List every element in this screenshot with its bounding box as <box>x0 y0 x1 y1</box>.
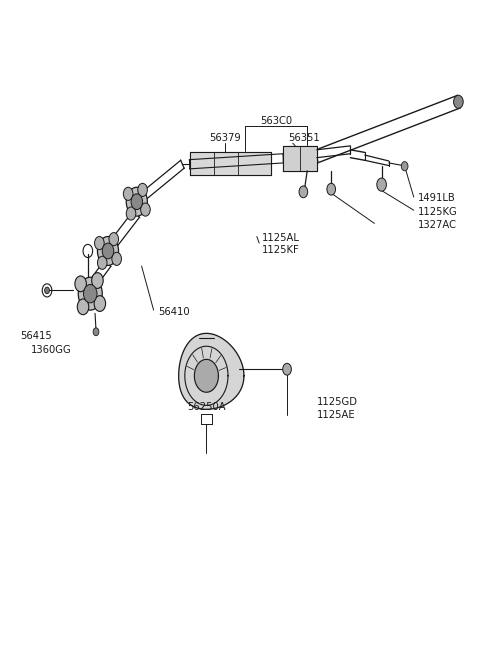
Circle shape <box>97 256 107 269</box>
Circle shape <box>141 203 150 216</box>
Circle shape <box>93 328 99 336</box>
Circle shape <box>92 273 103 288</box>
Circle shape <box>283 363 291 375</box>
Text: 1327AC: 1327AC <box>418 219 456 230</box>
Text: 56351: 56351 <box>288 133 320 143</box>
Text: 1360GG: 1360GG <box>31 344 72 355</box>
Text: 1125KF: 1125KF <box>262 244 300 255</box>
Polygon shape <box>194 359 218 392</box>
Text: 56415: 56415 <box>20 331 52 342</box>
Circle shape <box>112 252 121 265</box>
Polygon shape <box>179 333 244 409</box>
Circle shape <box>123 187 133 200</box>
Text: 56250A: 56250A <box>187 402 226 412</box>
Polygon shape <box>190 152 271 175</box>
Circle shape <box>138 183 147 196</box>
Circle shape <box>75 276 86 292</box>
Circle shape <box>77 299 89 315</box>
Circle shape <box>131 194 143 210</box>
Text: 1125AL: 1125AL <box>262 233 300 243</box>
Text: 1491LB: 1491LB <box>418 193 456 204</box>
Circle shape <box>78 277 102 310</box>
Polygon shape <box>283 146 317 171</box>
Text: 1125GD: 1125GD <box>317 397 358 407</box>
Circle shape <box>126 207 136 220</box>
Text: 1125AE: 1125AE <box>317 410 355 420</box>
Circle shape <box>454 95 463 108</box>
Text: 56379: 56379 <box>209 133 240 143</box>
Text: 56410: 56410 <box>158 307 190 317</box>
Text: 1125KG: 1125KG <box>418 206 457 217</box>
Circle shape <box>109 233 119 246</box>
Text: 563C0: 563C0 <box>260 116 292 126</box>
Circle shape <box>95 237 104 250</box>
Circle shape <box>327 183 336 195</box>
Circle shape <box>401 162 408 171</box>
Circle shape <box>377 178 386 191</box>
Circle shape <box>299 186 308 198</box>
Circle shape <box>94 296 106 311</box>
Circle shape <box>84 284 97 303</box>
Circle shape <box>102 243 114 259</box>
Circle shape <box>126 187 147 216</box>
Circle shape <box>97 237 119 265</box>
Circle shape <box>45 287 49 294</box>
